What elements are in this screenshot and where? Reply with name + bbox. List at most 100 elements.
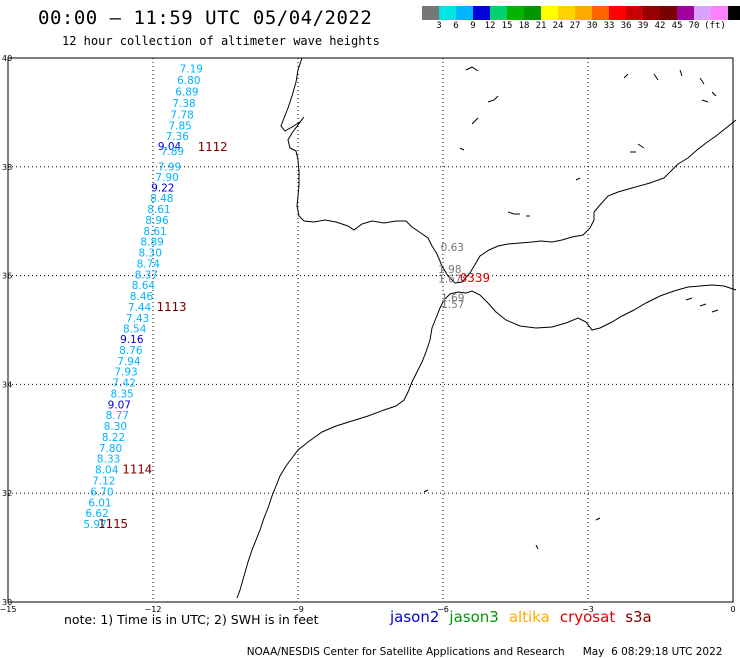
wave-height-value: 7.90 — [155, 172, 178, 184]
legend-cryosat: cryosat — [559, 608, 616, 626]
coastline-north-africa — [236, 291, 467, 599]
color-swatch — [439, 6, 456, 20]
lat-tick-label: 32 — [2, 489, 12, 498]
wave-height-value: 7.38 — [172, 98, 195, 110]
color-swatch — [609, 6, 626, 20]
footer-timestamp: May 6 08:29:18 UTC 2022 — [582, 646, 723, 658]
color-scale-label: 39 — [637, 21, 649, 31]
color-scale-label: 6 — [453, 21, 459, 31]
legend-jason3: jason3 — [449, 608, 499, 626]
wave-height-value: 8.48 — [150, 193, 173, 205]
color-scale-label: 15 — [501, 21, 513, 31]
color-swatch — [456, 6, 473, 20]
wave-height-value: 1.69 — [441, 293, 464, 305]
legend-s3a: s3a — [625, 608, 652, 626]
color-swatch — [541, 6, 558, 20]
pass-number: 1115 — [98, 516, 128, 531]
map-subtitle: 12 hour collection of altimeter wave hei… — [62, 34, 380, 48]
wave-height-value: 7.42 — [112, 378, 135, 390]
wave-height-labels: 7.196.806.897.387.787.857.369.047.89 7.99… — [83, 64, 464, 531]
coastline-mediterranean-africa — [465, 284, 737, 331]
map-grid: −15 −12 −9 −6 −3 0 40 38 36 34 32 30 — [0, 54, 736, 614]
color-scale-label: 45 — [671, 21, 683, 31]
wave-height-value: 8.35 — [110, 388, 133, 400]
color-swatch — [592, 6, 609, 20]
wave-height-value: 7.94 — [117, 356, 141, 368]
color-scale-label: 21 — [535, 21, 547, 31]
footer-agency: NOAA/NESDIS Center for Satellite Applica… — [246, 646, 565, 658]
wave-height-value: 7.19 — [180, 64, 203, 76]
wave-height-value: 6.62 — [85, 508, 108, 520]
color-scale-label: 3 — [436, 21, 442, 31]
color-swatch — [677, 6, 694, 20]
color-swatch — [694, 6, 711, 20]
wave-height-value: 8.30 — [104, 421, 127, 433]
lon-tick-label: −15 — [0, 605, 16, 614]
wave-height-value: 7.93 — [114, 367, 137, 379]
color-swatch — [558, 6, 575, 20]
wave-height-value: 7.85 — [168, 120, 191, 132]
wave-height-value: 8.33 — [97, 454, 120, 466]
coastline — [236, 57, 737, 599]
color-scale-label: 18 — [518, 21, 530, 31]
color-scale-label: 42 — [654, 21, 666, 31]
color-scale-label: 36 — [620, 21, 632, 31]
wave-height-value: 8.30 — [139, 248, 162, 260]
coastline-islands — [423, 66, 719, 550]
wave-height-value: 8.22 — [102, 432, 125, 444]
wave-height-value: 8.61 — [147, 204, 170, 216]
wave-height-value: 6.01 — [88, 497, 111, 509]
color-swatch — [626, 6, 643, 20]
color-scale-label: 24 — [552, 21, 564, 31]
wave-height-value: 8.89 — [140, 237, 163, 249]
legend-altika: altika — [508, 608, 550, 626]
wave-height-value: 1.57 — [441, 299, 464, 311]
wave-height-value: 9.04 — [158, 141, 182, 153]
color-scale-labels: 3 6 9 12 15 18 21 24 27 30 33 36 39 42 45 70 (ft) — [422, 21, 740, 33]
color-swatch — [490, 6, 507, 20]
wave-height-value: 8.04 — [95, 465, 119, 477]
color-scale-label: 30 — [586, 21, 598, 31]
color-swatch — [660, 6, 677, 20]
wave-height-value: 6.89 — [175, 87, 198, 99]
map-title: 00:00 – 11:59 UTC 05/04/2022 — [38, 7, 373, 29]
wave-height-value: 8.96 — [145, 215, 169, 227]
lon-tick-label: −3 — [582, 605, 594, 614]
color-scale-label: (ft) — [704, 21, 726, 31]
lat-tick-label: 38 — [2, 163, 12, 172]
wave-height-value: 7.89 — [161, 146, 184, 158]
note-text: note: 1) Time is in UTC; 2) SWH is in fe… — [64, 612, 319, 627]
wave-height-value: 9.07 — [108, 399, 131, 411]
wave-height-value: 1.67 — [438, 274, 461, 286]
pass-number: 1114 — [122, 462, 152, 477]
color-swatch — [711, 6, 728, 20]
wave-height-value: 8.76 — [119, 345, 143, 357]
lon-tick-label: −9 — [292, 605, 304, 614]
lon-tick-label: −12 — [145, 605, 162, 614]
satellite-pass-labels: 1112 1113 1114 1115 0339 — [98, 139, 490, 531]
color-swatch — [473, 6, 490, 20]
map-frame — [7, 57, 734, 603]
color-swatch — [422, 6, 439, 20]
color-scale-label: 33 — [603, 21, 615, 31]
wave-height-value: 6.80 — [177, 75, 200, 87]
color-scale-bar — [422, 6, 740, 20]
color-swatch — [507, 6, 524, 20]
lat-tick-label: 40 — [2, 54, 12, 63]
lon-tick-label: −6 — [437, 605, 449, 614]
coastline-iberia — [280, 57, 737, 284]
wave-height-value: 9.22 — [151, 182, 174, 194]
wave-height-value: 9.16 — [120, 334, 144, 346]
color-swatch — [524, 6, 541, 20]
lat-tick-label: 34 — [2, 380, 12, 389]
color-scale-label: 27 — [569, 21, 581, 31]
wave-height-value: 8.64 — [132, 280, 156, 292]
wave-height-value: 8.54 — [123, 324, 147, 336]
color-swatch — [575, 6, 592, 20]
pass-number: 1112 — [197, 139, 227, 154]
wave-height-value: 7.12 — [92, 475, 115, 487]
legend-jason2: jason2 — [390, 608, 440, 626]
color-swatch — [643, 6, 660, 20]
color-scale-label: 9 — [470, 21, 476, 31]
wave-height-value: 8.77 — [106, 410, 129, 422]
